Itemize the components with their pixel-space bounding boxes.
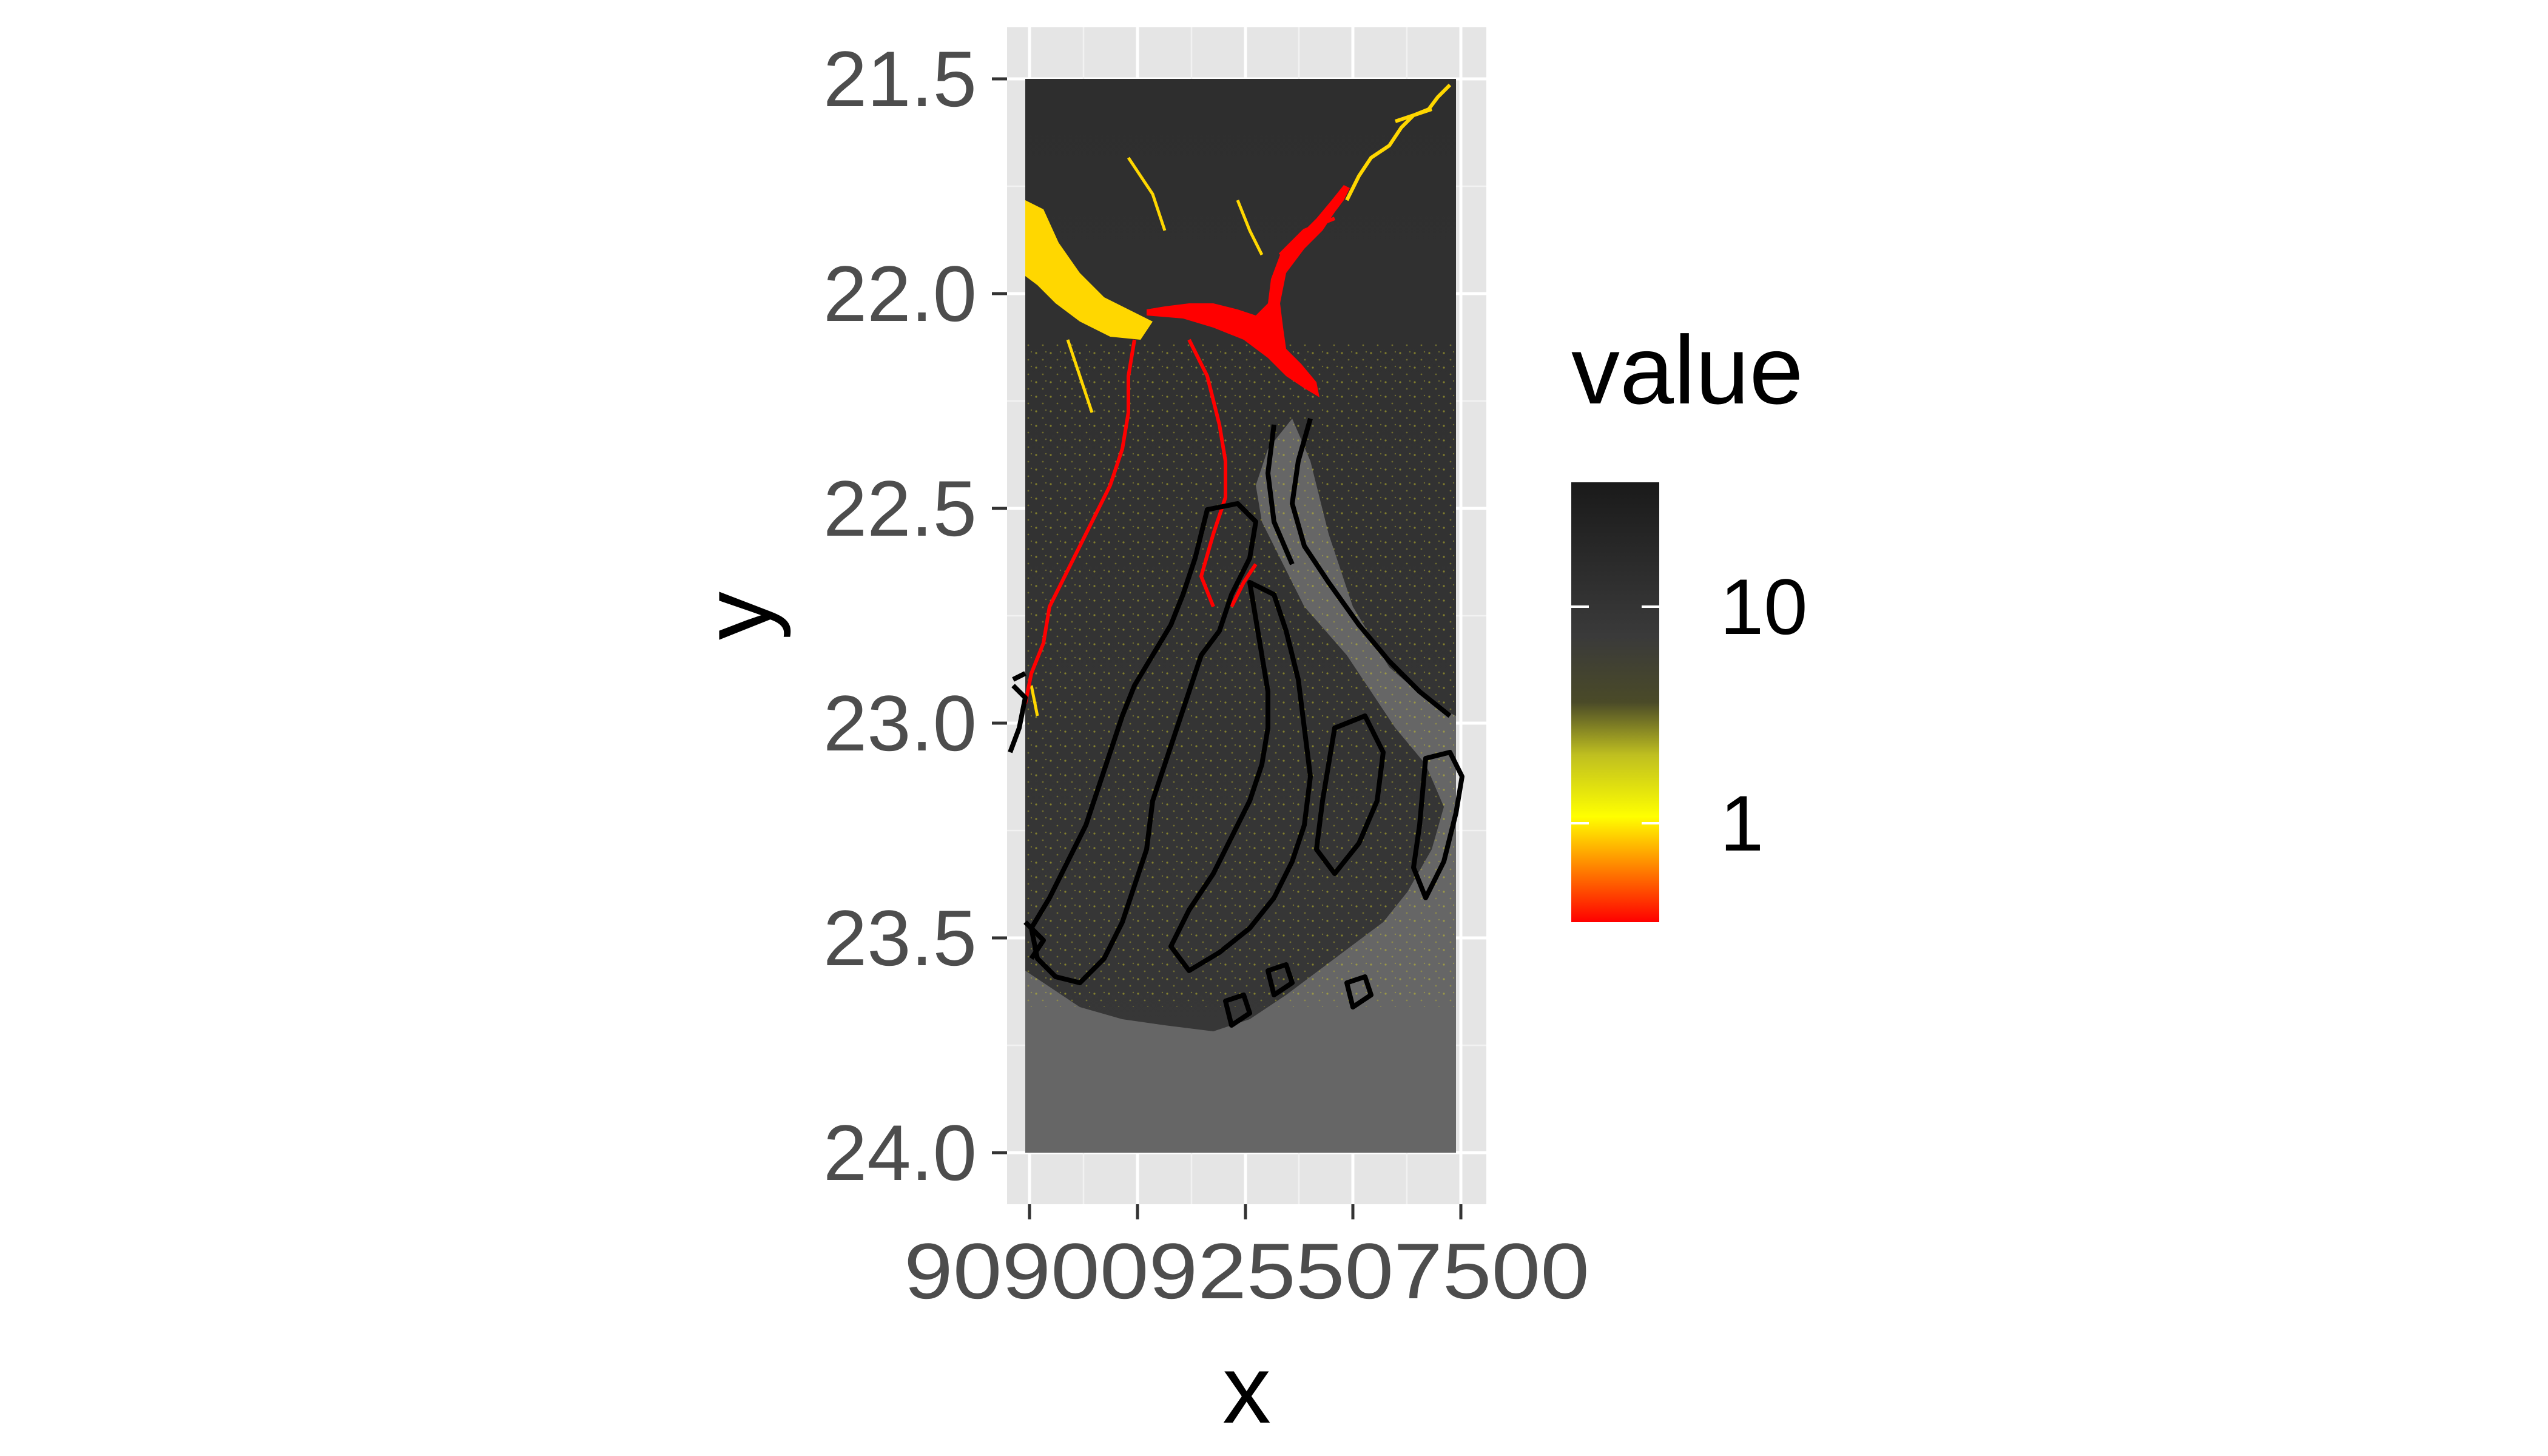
y-tick-label: 23.0	[823, 679, 977, 767]
legend-title: value	[1571, 315, 1804, 424]
y-tick-label: 24.0	[823, 1108, 977, 1197]
y-axis-title: y	[682, 592, 791, 640]
y-tick-label: 22.0	[823, 249, 977, 338]
x-tick-labels-overlapping: 90900925507500	[904, 1227, 1589, 1315]
legend-label: 10	[1720, 562, 1808, 651]
y-tick-labels: 24.0 23.5 23.0 22.5 22.0 21.5	[823, 35, 977, 1197]
x-axis-title: x	[1222, 1335, 1271, 1443]
coastline-island-east	[1411, 750, 1464, 900]
legend-colorbar	[1571, 482, 1659, 922]
coastline-delta-west	[1029, 501, 1258, 985]
legend: value 10 1	[1571, 315, 1808, 922]
y-axis-ticks	[992, 77, 1007, 1154]
y-tick-label: 22.5	[823, 464, 977, 553]
coastline-left-edge	[1008, 671, 1028, 753]
coastline-channel-east	[1266, 417, 1452, 718]
coastline-outlines	[1008, 417, 1464, 1028]
x-axis-ticks	[1028, 1204, 1463, 1219]
legend-label: 1	[1720, 779, 1764, 868]
y-tick-label: 23.5	[823, 894, 977, 982]
river-yellow-upper	[1345, 83, 1452, 201]
coastline-delta-central	[1168, 580, 1313, 973]
y-tick-label: 21.5	[823, 35, 977, 123]
river-yellow-main	[1025, 200, 1153, 340]
river-yellow-tributaries	[1030, 157, 1264, 716]
raster-yellow-speckle	[1025, 340, 1456, 1007]
coastline-delta-east	[1314, 713, 1386, 876]
coastline-islands-south	[1023, 920, 1373, 1028]
river-red-tributaries	[1025, 217, 1336, 704]
legend-ticks	[1571, 605, 1659, 824]
raster-map	[1025, 79, 1456, 1153]
